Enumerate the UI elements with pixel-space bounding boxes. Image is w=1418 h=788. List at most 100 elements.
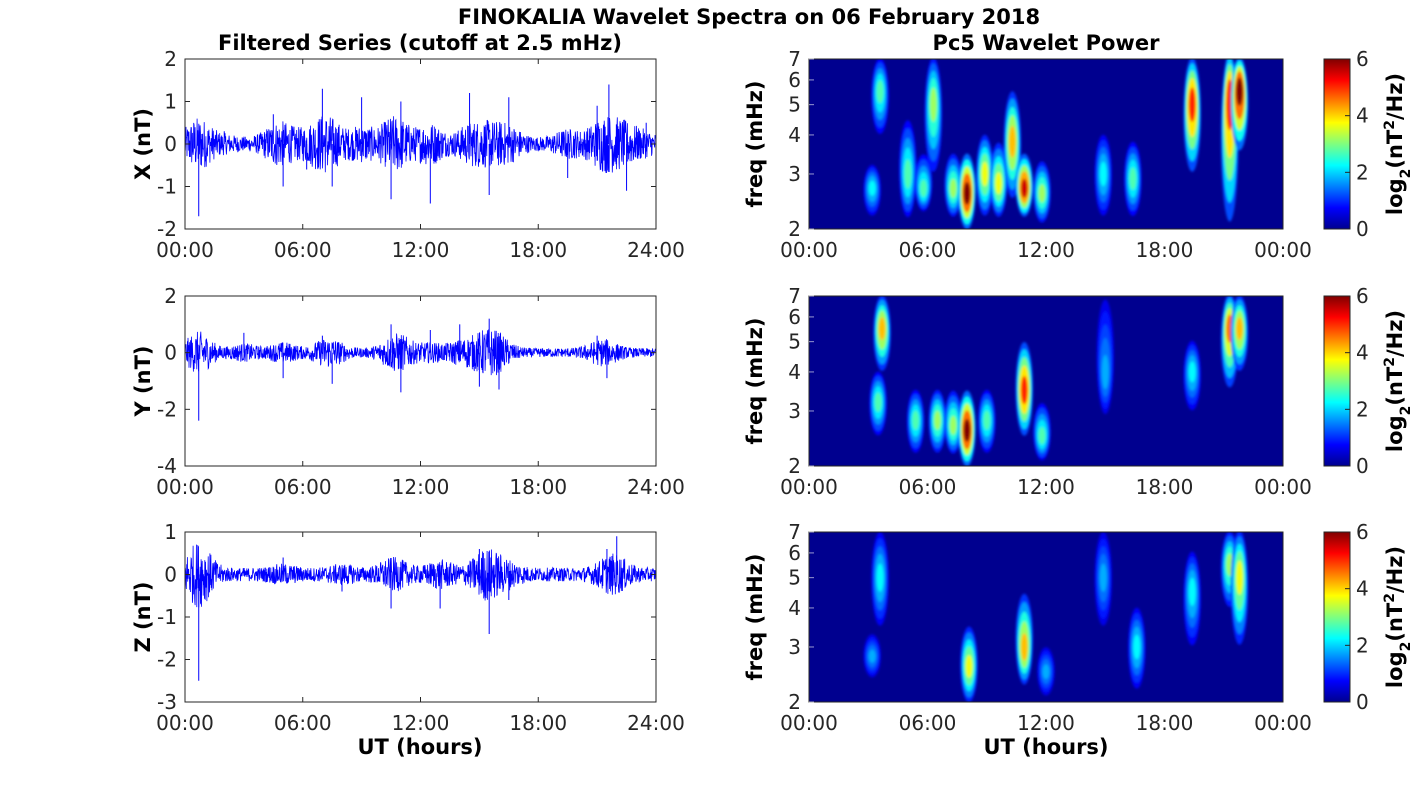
x-tick-label: 00:00 [1254,475,1312,499]
y-tick-label: 0 [164,341,177,365]
x-tick-label: 06:00 [899,238,957,262]
y-tick-label: -2 [157,648,177,672]
series-noise-trace [184,329,657,376]
power-blob [944,153,962,217]
x-tick-label: 18:00 [1136,475,1194,499]
y-tick-label: 3 [788,399,801,423]
y-tick-label: 5 [788,566,801,590]
x-tick-label: 24:00 [627,238,685,262]
y-axis-label: Z (nT) [131,581,155,652]
colorbars: 0 2 4 6 log2(nT2/Hz) 0 2 4 6 log2(nT2/Hz) 0 2 4 6 log2… [1323,47,1414,714]
power-blob [863,634,881,678]
power-blob [1033,403,1051,461]
colorbar-label: log2(nT2/Hz) [1382,310,1414,452]
axes-box [808,531,1284,703]
left-x-axis-label: UT (hours) [357,735,482,759]
y-tick-label: 3 [788,635,801,659]
colorbar-y: 0 2 4 6 log2(nT2/Hz) [1323,284,1414,478]
x-tick-label: 00:00 [156,475,214,499]
y-axis-label: X (nT) [131,108,155,180]
power-blob [928,389,947,453]
power-blob [1183,59,1201,172]
series-panel-x: 2 1 0 -1 -200:00 06:00 12:00 18:00 24:00 X (nT) [131,47,685,262]
colorbar-tick-label: 6 [1356,47,1369,71]
y-tick-label: 2 [164,47,177,71]
colorbar-gradient [1323,295,1351,467]
colorbar-tick-label: 4 [1356,104,1369,128]
x-tick-label: 06:00 [274,711,332,735]
x-tick-label: 12:00 [392,238,450,262]
x-tick-label: 00:00 [780,238,838,262]
y-axis-label: Y (nT) [131,346,155,418]
y-axis-label: freq (mHz) [743,554,767,681]
x-tick-label: 00:00 [1254,238,1312,262]
wavelet-panel-x: 2 3 4 567 00:00 06:00 12:00 18:00 00:00 freq (mHz… [743,47,1312,262]
y-tick-label: 5 [788,330,801,354]
axes-box [808,295,1284,467]
x-tick-label: 00:00 [156,238,214,262]
y-tick-label: 7 [788,47,801,71]
y-tick-label: 0 [164,132,177,156]
figure-suptitle: FINOKALIA Wavelet Spectra on 06 February… [458,5,1040,29]
power-blob [1094,532,1112,626]
power-blob [960,626,978,702]
power-blob [914,154,933,212]
colorbar-x: 0 2 4 6 log2(nT2/Hz) [1323,47,1414,241]
colorbar-tick-label: 0 [1356,690,1369,714]
x-tick-label: 18:00 [1136,711,1194,735]
wavelet-panel-z: 2 3 4 567 00:00 06:00 12:00 18:00 00:00 freq (mHz… [743,520,1312,735]
x-tick-label: 06:00 [274,475,332,499]
x-tick-label: 18:00 [509,238,567,262]
colorbar-tick-label: 4 [1356,341,1369,365]
x-tick-label: 06:00 [899,475,957,499]
power-blob [1037,647,1055,696]
y-tick-label: -1 [157,605,177,629]
x-tick-label: 12:00 [1017,238,1075,262]
y-tick-label: -1 [157,175,177,199]
y-tick-label: 2 [788,690,801,714]
plot-area [185,532,656,702]
x-tick-label: 18:00 [1136,238,1194,262]
x-tick-label: 12:00 [1017,711,1075,735]
x-tick-label: 18:00 [509,711,567,735]
x-tick-label: 00:00 [780,475,838,499]
y-tick-label: 3 [788,162,801,186]
colorbar-tick-label: 0 [1356,454,1369,478]
series-noise-trace [184,116,657,174]
x-tick-label: 00:00 [156,711,214,735]
colorbar-tick-label: 6 [1356,520,1369,544]
power-blob [976,134,994,216]
plot-area [185,296,656,466]
y-tick-label: 6 [788,541,801,565]
y-tick-label: 2 [788,217,801,241]
power-blob [978,389,996,453]
colorbar-label: log2(nT2/Hz) [1382,73,1414,215]
y-axis-label: freq (mHz) [743,81,767,208]
power-blob [1003,91,1022,198]
power-blob [1230,296,1249,371]
series-panel-z: 1 0 -1 -2 -300:00 06:00 12:00 18:00 24:00 Z (nT) [131,520,685,735]
power-blob [899,120,917,218]
power-blob [1124,141,1142,216]
colorbar-tick-label: 0 [1356,217,1369,241]
x-tick-label: 06:00 [899,711,957,735]
y-tick-label: 1 [164,90,177,114]
y-tick-label: -3 [157,690,177,714]
y-tick-label: 4 [788,360,801,384]
y-tick-label: 0 [164,563,177,587]
power-blob [863,164,881,216]
power-blob [1094,134,1113,216]
x-tick-label: 12:00 [392,711,450,735]
colorbar-gradient [1323,531,1351,703]
y-tick-label: 6 [788,305,801,329]
y-tick-label: 2 [788,454,801,478]
power-blob [958,153,976,229]
x-tick-label: 00:00 [780,711,838,735]
right-x-axis-label: UT (hours) [983,735,1108,759]
power-blob [944,390,962,454]
power-blob [1096,299,1115,415]
power-blob [989,142,1008,217]
colorbar-tick-label: 2 [1356,633,1369,657]
power-blob [871,59,889,134]
